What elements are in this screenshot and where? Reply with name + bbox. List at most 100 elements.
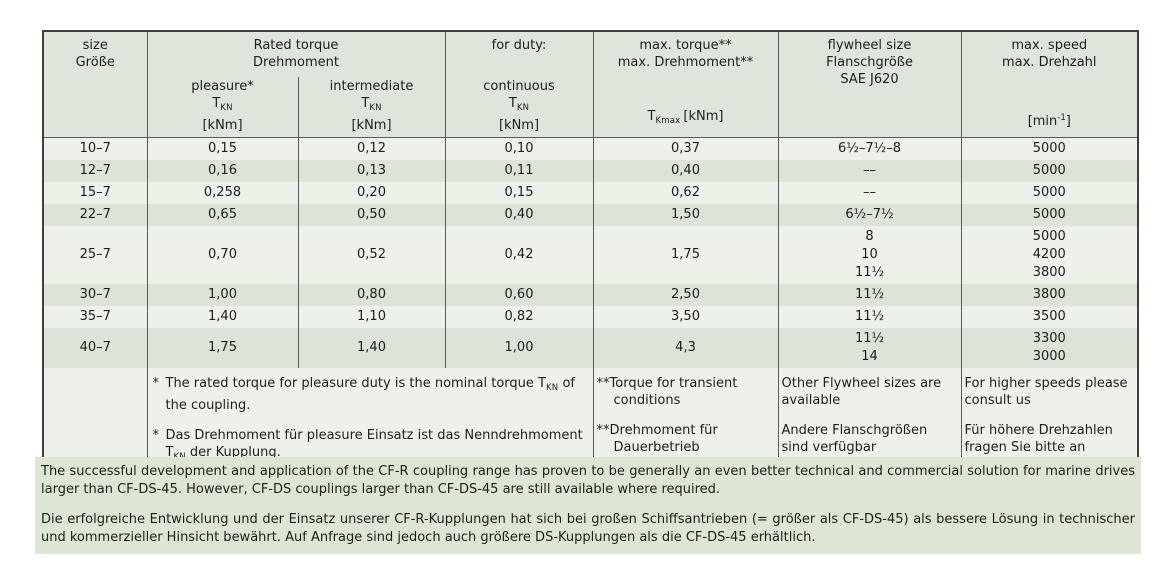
notes-paragraph-de: Die erfolgreiche Entwicklung und der Ein… — [41, 512, 1135, 545]
header-flywheel-sae: SAE J620 — [840, 72, 899, 87]
cell-flywheel: 6½–7½ — [777, 204, 962, 226]
cell-size: 35–7 — [79, 309, 111, 324]
cell-max-torque: 1,50 — [592, 204, 779, 226]
cell-flywheel: –– — [777, 160, 962, 182]
cell-speed: 5000 — [960, 204, 1139, 226]
coupling-data-table: size Größe Rated torque Drehmoment for d… — [42, 30, 1140, 472]
cell-flywheel: 11½ — [777, 306, 962, 328]
header-continuous: continuous TKN [kNm] — [444, 76, 594, 138]
cell-pleasure: 0,70 — [146, 226, 298, 284]
cell-continuous: 0,15 — [444, 182, 594, 204]
footnote-dstar-en: **Torque for transient conditions — [596, 376, 738, 408]
cell-max-torque: 0,62 — [592, 182, 779, 204]
cell-speed: 3300 3000 — [960, 328, 1139, 368]
footnote-row-body: * The rated torque for pleasure duty is … — [43, 368, 1139, 471]
cell-speed: 3500 — [960, 306, 1139, 328]
header-min-unit: [min-1] — [1027, 113, 1071, 129]
cell-intermediate: 0,50 — [297, 204, 446, 226]
cell-max-torque: 2,50 — [592, 284, 779, 306]
footnote-speed-en: For higher speeds please consult us — [964, 376, 1128, 408]
header-size-de: Größe — [75, 55, 115, 70]
header-pleasure: pleasure* TKN [kNm] — [146, 76, 298, 138]
header-max-torque-en: max. torque** — [639, 38, 732, 53]
header-intermediate: intermediate TKN [kNm] — [297, 76, 446, 138]
cell-max-torque: 1,75 — [592, 226, 779, 284]
cell-speed: 5000 4200 3800 — [960, 226, 1139, 284]
notes-paragraph-en: The successful development and applicati… — [41, 464, 1135, 497]
table-row: 15–7 0,258 0,20 0,15 0,62 –– 5000 — [43, 182, 1139, 204]
footnote-star-en: * The rated torque for pleasure duty is … — [152, 376, 576, 413]
header-max-speed-de: max. Drehzahl — [1001, 55, 1097, 70]
cell-flywheel: 6½–7½–8 — [777, 137, 962, 160]
table-row: 25–7 0,70 0,52 0,42 1,75 8 10 11½ 5000 4… — [43, 226, 1139, 284]
header-size-en: size — [82, 38, 108, 53]
table-row: 40–7 1,75 1,40 1,00 4,3 11½ 14 3300 3000 — [43, 328, 1139, 368]
header-max-torque: max. torque** max. Drehmoment** TKmax [kN… — [592, 31, 779, 138]
cell-continuous: 0,60 — [444, 284, 594, 306]
cell-speed: 5000 — [960, 137, 1139, 160]
cell-continuous: 0,40 — [444, 204, 594, 226]
table-row: 10–7 0,15 0,12 0,10 0,37 6½–7½–8 5000 — [43, 137, 1139, 160]
cell-intermediate: 1,40 — [297, 328, 446, 368]
header-for-duty: for duty: — [444, 31, 594, 77]
cell-speed: 5000 — [960, 160, 1139, 182]
bottom-notes-block: The successful development and applicati… — [35, 457, 1141, 554]
footnote-flywheel-de: Andere Flanschgrößen sind verfügbar — [781, 423, 928, 455]
footnote-speed-cell: For higher speeds please consult us Für … — [960, 368, 1139, 471]
cell-size: 30–7 — [79, 287, 111, 302]
header-rated-torque: Rated torque Drehmoment — [146, 31, 446, 77]
cell-intermediate: 0,20 — [297, 182, 446, 204]
footnote-star-de: * Das Drehmoment für pleasure Einsatz is… — [152, 428, 583, 462]
cell-pleasure: 0,65 — [146, 204, 298, 226]
cell-continuous: 1,00 — [444, 328, 594, 368]
footnote-dstar-de: **Drehmoment für Dauerbetrieb — [596, 423, 718, 455]
header-flywheel-de: Flanschgröße — [826, 55, 913, 70]
cell-continuous: 0,42 — [444, 226, 594, 284]
cell-pleasure: 0,15 — [146, 137, 298, 160]
cell-pleasure: 0,16 — [146, 160, 298, 182]
cell-size: 22–7 — [79, 207, 111, 222]
footnote-row: * The rated torque for pleasure duty is … — [43, 368, 1139, 471]
table-row: 22–7 0,65 0,50 0,40 1,50 6½–7½ 5000 — [43, 204, 1139, 226]
footnote-flywheel-cell: Other Flywheel sizes are available Ander… — [777, 368, 962, 471]
cell-intermediate: 0,12 — [297, 137, 446, 160]
header-max-speed: max. speed max. Drehzahl [min-1] — [960, 31, 1139, 138]
cell-intermediate: 0,80 — [297, 284, 446, 306]
datasheet-table-wrap: size Größe Rated torque Drehmoment for d… — [42, 30, 1140, 472]
cell-flywheel: 8 10 11½ — [777, 226, 962, 284]
cell-continuous: 0,10 — [444, 137, 594, 160]
header-flywheel-en: flywheel size — [827, 38, 912, 53]
header-flywheel-size: flywheel size Flanschgröße SAE J620 — [777, 31, 962, 138]
cell-pleasure: 1,75 — [146, 328, 298, 368]
footnote-max-torque-cell: **Torque for transient conditions **Dreh… — [592, 368, 779, 471]
cell-flywheel: 11½ — [777, 284, 962, 306]
cell-intermediate: 0,13 — [297, 160, 446, 182]
header-max-speed-en: max. speed — [1011, 38, 1088, 53]
cell-pleasure: 0,258 — [146, 182, 298, 204]
cell-size: 12–7 — [79, 163, 111, 178]
cell-continuous: 0,11 — [444, 160, 594, 182]
cell-intermediate: 0,52 — [297, 226, 446, 284]
header-rated-torque-de: Drehmoment — [253, 55, 339, 70]
cell-pleasure: 1,40 — [146, 306, 298, 328]
cell-size: 25–7 — [79, 247, 111, 262]
table-row: 12–7 0,16 0,13 0,11 0,40 –– 5000 — [43, 160, 1139, 182]
header-rated-torque-en: Rated torque — [253, 38, 339, 53]
cell-size: 40–7 — [79, 340, 111, 355]
table-header: size Größe Rated torque Drehmoment for d… — [43, 31, 1139, 138]
cell-flywheel: –– — [777, 182, 962, 204]
header-tkmax-unit: TKmax [kNm] — [647, 109, 724, 126]
footnote-speed-de: Für höhere Drehzahlen fragen Sie bitte a… — [964, 423, 1113, 455]
header-pleasure-tkn: TKN — [212, 95, 233, 113]
header-continuous-tkn: TKN — [508, 95, 530, 113]
cell-max-torque: 0,40 — [592, 160, 779, 182]
footnote-flywheel-en: Other Flywheel sizes are available — [781, 376, 942, 408]
cell-pleasure: 1,00 — [146, 284, 298, 306]
cell-size: 15–7 — [79, 185, 111, 200]
cell-size: 10–7 — [79, 141, 111, 156]
table-body: 10–7 0,15 0,12 0,10 0,37 6½–7½–8 5000 12… — [43, 137, 1139, 368]
cell-intermediate: 1,10 — [297, 306, 446, 328]
footnote-empty-cell — [43, 368, 147, 471]
cell-speed: 3800 — [960, 284, 1139, 306]
cell-continuous: 0,82 — [444, 306, 594, 328]
